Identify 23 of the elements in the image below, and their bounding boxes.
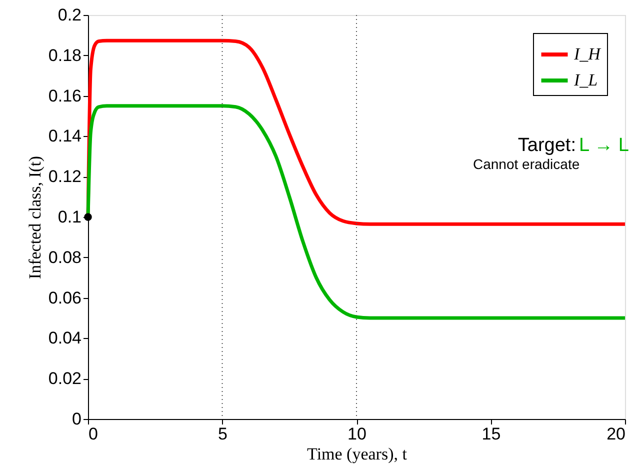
legend-label: I_H (573, 44, 602, 64)
y-tick-label: 0.04 (48, 328, 82, 348)
x-tick-label: 20 (606, 424, 626, 444)
y-tick-label: 0.02 (48, 369, 82, 388)
y-tick-label: 0.12 (48, 167, 82, 186)
y-tick-label: 0.1 (58, 208, 82, 226)
y-tick-label: 0.16 (48, 86, 82, 106)
y-axis-title: Infected class, I(t) (25, 156, 44, 280)
y-tick-label: 0.2 (58, 6, 82, 24)
x-tick-label: 5 (218, 424, 228, 444)
x-tick-label: 10 (348, 424, 366, 444)
y-tick-label: 0 (72, 410, 82, 428)
annotation: L → L (579, 135, 629, 156)
x-axis-title: Time (years), t (307, 444, 408, 464)
legend-label: I_L (573, 70, 598, 90)
y-tick-label: 0.14 (48, 126, 82, 146)
x-tick-label: 15 (482, 424, 501, 444)
y-tick-label: 0.08 (48, 248, 82, 267)
annotation: Cannot eradicate (473, 156, 580, 172)
y-tick-label: 0.18 (48, 46, 82, 65)
y-tick-label: 0.06 (48, 288, 82, 308)
annotation: Target: (518, 135, 576, 156)
x-tick-label: 0 (88, 424, 98, 444)
